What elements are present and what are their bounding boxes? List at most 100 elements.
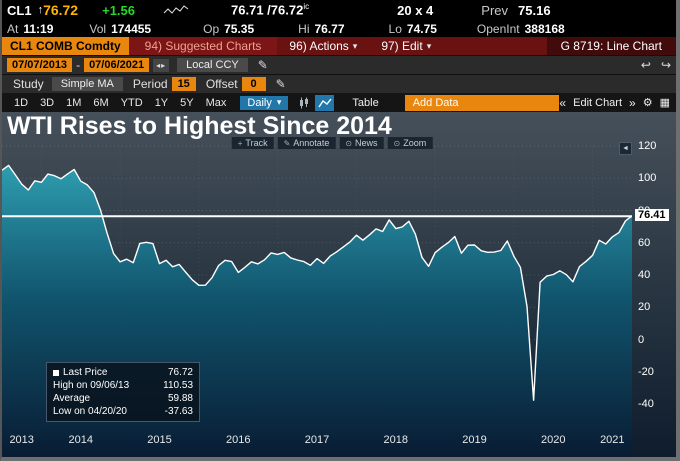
y-axis-label: 20 [638, 301, 651, 314]
range-tab-1d[interactable]: 1D [14, 96, 29, 109]
chart-tool-news[interactable]: ⊙ News [339, 137, 384, 149]
pencil-icon[interactable]: ✎ [257, 58, 268, 72]
offset-label: Offset [205, 77, 238, 91]
legend-label: Last Price [53, 366, 107, 379]
last-price: 76.72 [43, 2, 79, 18]
date-range-dash: - [76, 58, 81, 72]
range-tab-5y[interactable]: 5Y [180, 96, 194, 109]
chart-tool-track[interactable]: + Track [231, 137, 274, 149]
oi-label: OpenInt [476, 21, 520, 36]
range-tab-3d[interactable]: 3D [40, 96, 55, 109]
function-title: G 8719: Line Chart [546, 37, 676, 55]
chart-legend[interactable]: Last Price 76.72 High on 09/06/13 110.53 Ave… [46, 362, 200, 422]
bid-ask-size: 20 x 4 [397, 2, 434, 18]
stat-high: Hi 76.77 [298, 22, 344, 36]
prev-label: Prev [481, 2, 509, 18]
x-axis-label: 2015 [147, 434, 172, 446]
line-chart-icon[interactable] [315, 94, 335, 111]
legend-row: Last Price 76.72 [53, 366, 193, 379]
next-chart-icon[interactable]: » [629, 95, 636, 110]
legend-row: High on 09/06/13 110.53 [53, 379, 193, 392]
date-to-input[interactable]: 07/06/2021 [84, 58, 150, 72]
offset-input[interactable]: 0 [241, 77, 266, 91]
time-axis[interactable]: 2013 2014 2015 2016 2017 2018 2019 2020 2021 [2, 434, 632, 450]
back-icon[interactable]: ↩ [640, 58, 651, 72]
quote-time: 11:19 [23, 21, 54, 36]
x-axis-label: 2018 [383, 434, 408, 446]
axis-collapse-icon[interactable]: ◄ [619, 142, 632, 155]
chart-type-buttons [294, 94, 335, 111]
chart-tabs-row: 1D 3D 1M 6M YTD 1Y 5Y Max Daily ▾ Table Add Data… [2, 93, 676, 112]
currency-select[interactable]: Local CCY [177, 58, 248, 72]
vol-label: Vol [89, 21, 107, 36]
security-field[interactable]: CL1 COMB Comdty [2, 37, 129, 55]
range-tab-1m[interactable]: 1M [66, 96, 82, 109]
range-tab-1y[interactable]: 1Y [154, 96, 169, 109]
frequency-select[interactable]: Daily ▾ [240, 95, 289, 110]
bid-ask: 76.71 /76.72ic [231, 2, 309, 17]
study-toolbar: Study Simple MA Period 15 Offset 0 ✎ [2, 74, 676, 93]
open-label: Op [203, 21, 220, 36]
stat-open-interest: OpenInt 388168 [477, 22, 565, 36]
up-arrow-icon: ↑ [37, 4, 44, 16]
range-tab-ytd[interactable]: YTD [120, 96, 143, 109]
x-axis-label: 2016 [226, 434, 251, 446]
pencil-icon[interactable]: ✎ [275, 77, 286, 91]
suggested-charts-menu[interactable]: 94) Suggested Charts [128, 37, 278, 55]
legend-label: Average [53, 393, 91, 404]
prev-chart-icon[interactable]: « [559, 95, 567, 110]
date-from-input[interactable]: 07/07/2013 [7, 58, 73, 72]
stat-open: Op 75.35 [203, 22, 254, 36]
price-axis-marker: 76.41 [635, 209, 669, 222]
prev-value: 75.16 [518, 2, 551, 18]
candlestick-icon[interactable] [294, 95, 313, 111]
y-axis-label: 0 [638, 333, 645, 346]
edit-menu[interactable]: 97) Edit ▾ [369, 37, 443, 55]
edit-chart-button[interactable]: Edit Chart [573, 96, 623, 109]
command-bar: CL1 COMB Comdty 94) Suggested Charts 96)… [2, 37, 676, 55]
hi-label: Hi [298, 21, 310, 36]
grid-layout-icon[interactable]: ▦ [659, 97, 670, 109]
chart-annotation-title: WTI Rises to Highest Since 2014 [7, 112, 392, 140]
x-axis-label: 2020 [541, 434, 566, 446]
gear-icon[interactable]: ⚙ [642, 97, 653, 109]
prev-close: Prev 75.16 [481, 3, 550, 18]
hi-value: 76.77 [314, 21, 345, 36]
edit-label: 97) Edit [381, 39, 423, 53]
lo-value: 74.75 [406, 21, 437, 36]
chart-tools: + Track ✎ Annotate ⊙ News ⊙ Zoom [231, 137, 433, 149]
range-tab-max[interactable]: Max [205, 96, 227, 109]
at-label: At [7, 21, 19, 36]
y-axis-label: -20 [638, 365, 654, 378]
date-spinner[interactable]: ◂▸ [153, 58, 170, 72]
study-label: Study [13, 77, 44, 91]
period-input[interactable]: 15 [171, 77, 196, 91]
series-marker-icon [53, 369, 59, 376]
study-select[interactable]: Simple MA [51, 77, 123, 91]
actions-menu[interactable]: 96) Actions ▾ [277, 37, 369, 55]
sparkline-icon [163, 4, 189, 16]
ticker-symbol: CL1 [7, 2, 32, 18]
ask-condition-code: ic [303, 2, 310, 12]
legend-row: Average 59.88 [53, 392, 193, 405]
range-tab-6m[interactable]: 6M [93, 96, 109, 109]
edit-chart-group: « Edit Chart » ⚙ ▦ [559, 96, 670, 110]
stat-at: At 11:19 [7, 22, 53, 36]
chart-area: WTI Rises to Highest Since 2014 + Track ✎ A… [2, 112, 676, 457]
vol-value: 174455 [111, 21, 152, 36]
quote-line: CL1 ↑ 76.72 +1.56 76.71 /76.72ic 20 x 4 … [2, 0, 676, 20]
price-change: +1.56 [102, 2, 136, 18]
y-axis-label: -40 [638, 398, 654, 410]
frequency-label: Daily [247, 96, 272, 109]
legend-label: High on 09/06/13 [53, 380, 130, 391]
chart-tool-zoom[interactable]: ⊙ Zoom [387, 137, 433, 149]
forward-icon[interactable]: ↪ [660, 58, 671, 72]
lo-label: Lo [388, 21, 402, 36]
y-axis-label: 120 [638, 140, 657, 152]
oi-value: 388168 [524, 21, 565, 36]
chart-tool-annotate[interactable]: ✎ Annotate [277, 137, 336, 149]
table-button[interactable]: Table [352, 96, 379, 109]
add-data-input[interactable]: Add Data [404, 94, 560, 111]
bid-price: 76.71 [231, 2, 264, 18]
